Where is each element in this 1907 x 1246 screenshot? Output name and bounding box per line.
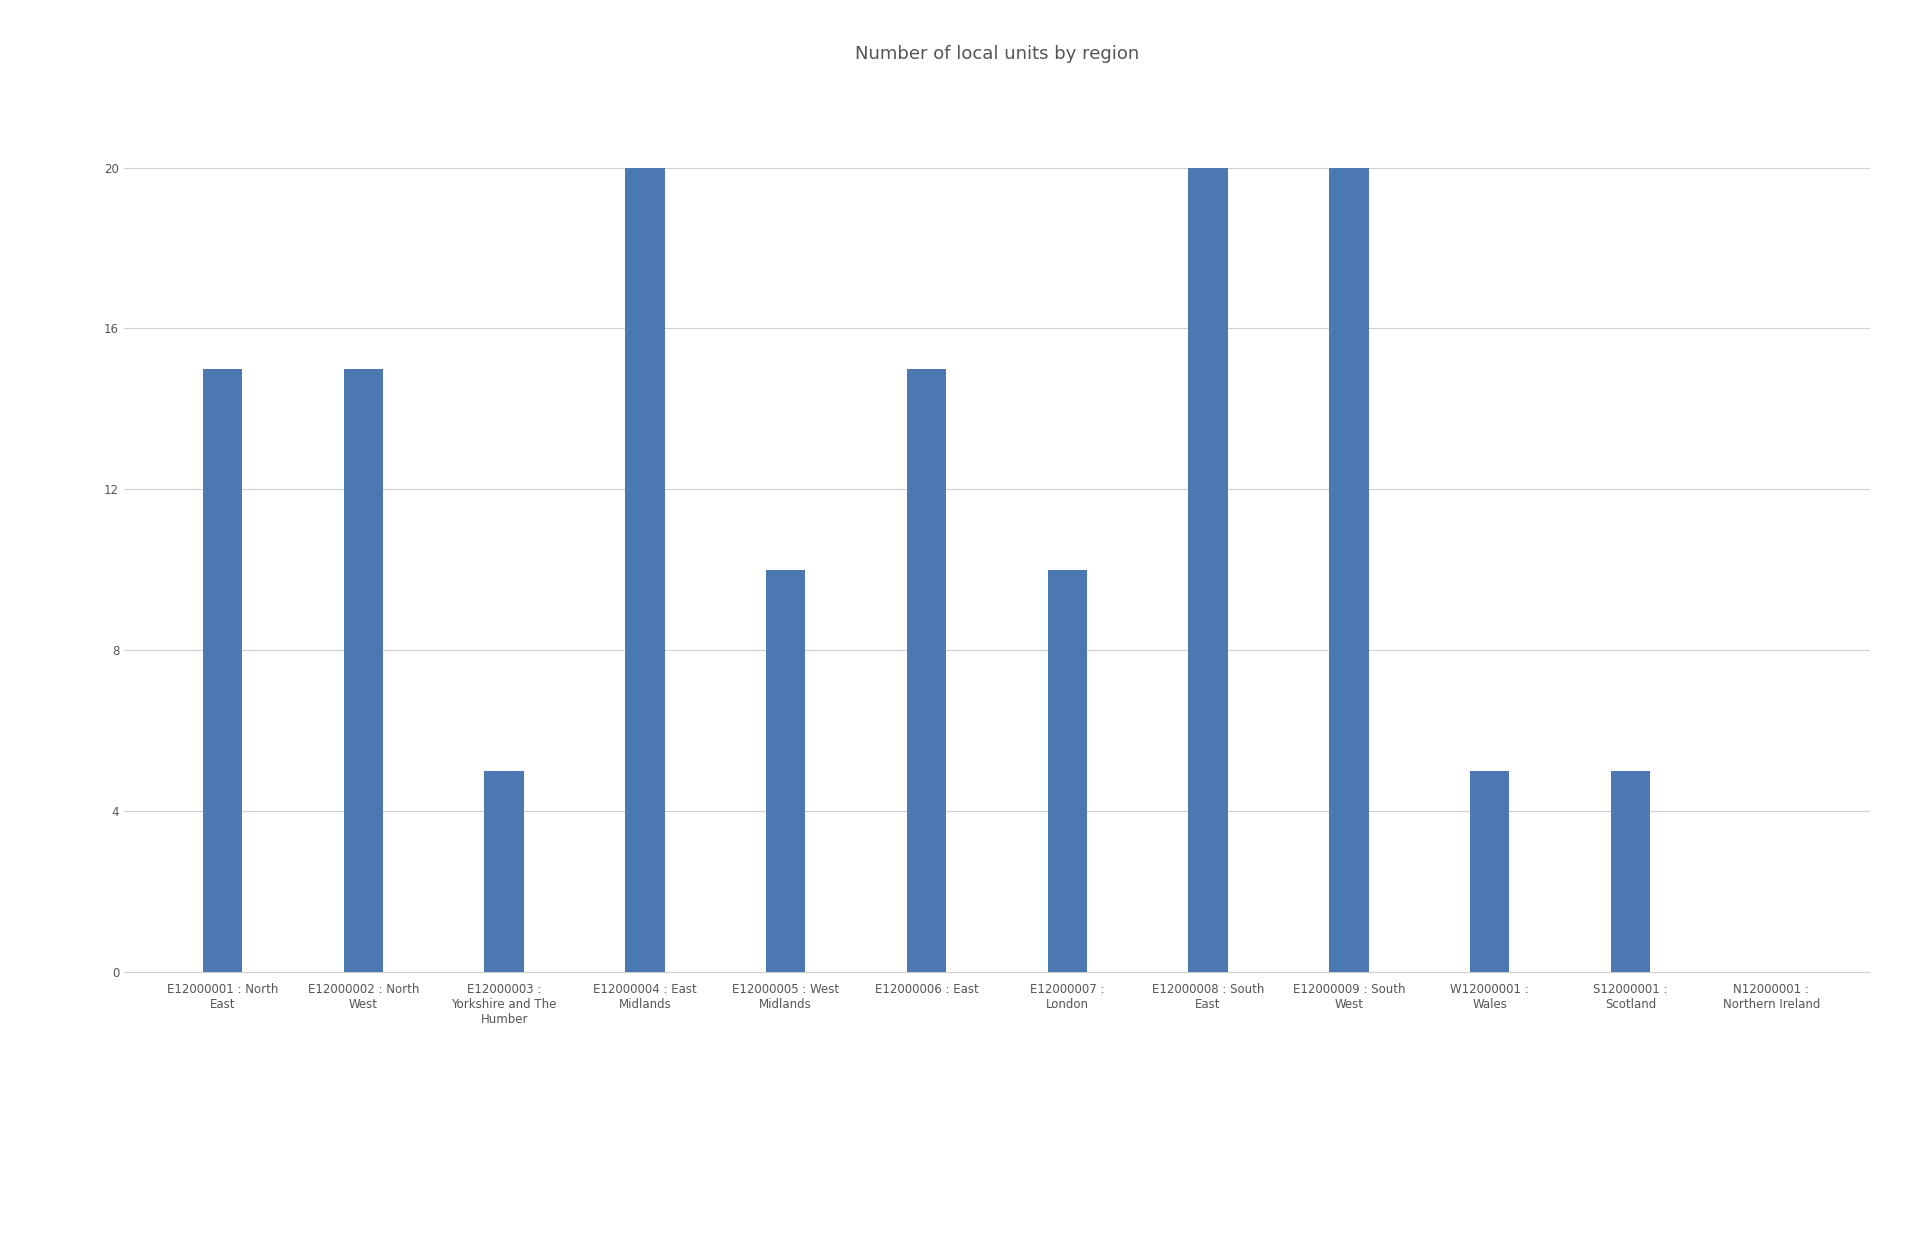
Bar xyxy=(1468,771,1508,972)
Bar xyxy=(1610,771,1650,972)
Bar xyxy=(202,369,242,972)
Bar xyxy=(484,771,524,972)
Bar xyxy=(765,569,805,972)
Bar xyxy=(1047,569,1087,972)
Bar xyxy=(343,369,383,972)
Bar xyxy=(1188,168,1228,972)
Bar xyxy=(1329,168,1367,972)
Bar xyxy=(906,369,946,972)
Title: Number of local units by region: Number of local units by region xyxy=(854,45,1138,64)
Bar xyxy=(625,168,664,972)
